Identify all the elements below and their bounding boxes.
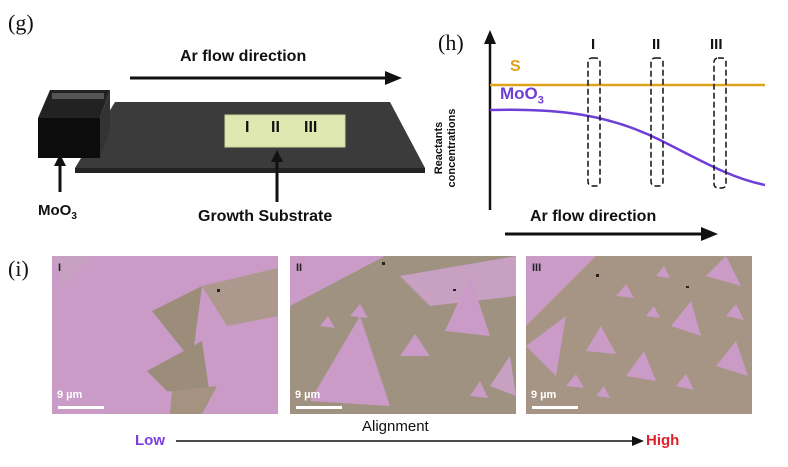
series-moo3-label: MoO3 <box>500 84 544 107</box>
micrograph-ii-scale: 9 µm <box>295 389 321 401</box>
micrograph-iii-scale: 9 µm <box>531 389 557 401</box>
high-label: High <box>646 432 680 449</box>
panel-g-label: (g) <box>8 10 34 35</box>
y-axis-label: Reactants concentrations <box>433 108 458 188</box>
x-axis-arrow <box>505 227 718 241</box>
plot-zone-i: I <box>591 36 596 53</box>
panel-i-label: (i) <box>8 256 29 281</box>
flow-arrow-head <box>385 71 402 85</box>
zone-label-i: I <box>245 119 250 136</box>
alignment-label: Alignment <box>362 418 429 435</box>
panel-h-label: (h) <box>438 30 464 55</box>
moo3-label: MoO3 <box>38 202 77 222</box>
micrograph-iii <box>526 256 752 414</box>
zone-label-iii: III <box>304 119 318 136</box>
zone-box-ii <box>650 57 664 187</box>
series-moo3-line <box>489 108 766 187</box>
plot-zone-ii: II <box>652 36 661 53</box>
micrograph-i <box>52 256 278 414</box>
flow-direction-label: Ar flow direction <box>180 48 307 65</box>
growth-substrate-label: Growth Substrate <box>198 208 333 225</box>
micrograph-ii <box>290 256 516 414</box>
micrograph-iii-zone: III <box>532 262 542 274</box>
micrograph-i-zone: I <box>58 262 62 274</box>
furnace-schematic <box>38 71 425 180</box>
zone-box-iii <box>713 57 727 189</box>
zone-box-i <box>587 57 601 187</box>
low-label: Low <box>135 432 165 449</box>
micrograph-i-scale: 9 µm <box>57 389 83 401</box>
concentration-plot <box>484 30 766 210</box>
pointer-arrows <box>54 150 283 202</box>
alignment-arrow <box>176 436 644 446</box>
growth-substrate <box>224 114 346 148</box>
plot-zone-iii: III <box>710 36 723 53</box>
x-axis-label: Ar flow direction <box>530 208 657 225</box>
micrograph-ii-zone: II <box>296 262 303 274</box>
zone-label-ii: II <box>271 119 280 136</box>
series-s-label: S <box>510 58 521 75</box>
